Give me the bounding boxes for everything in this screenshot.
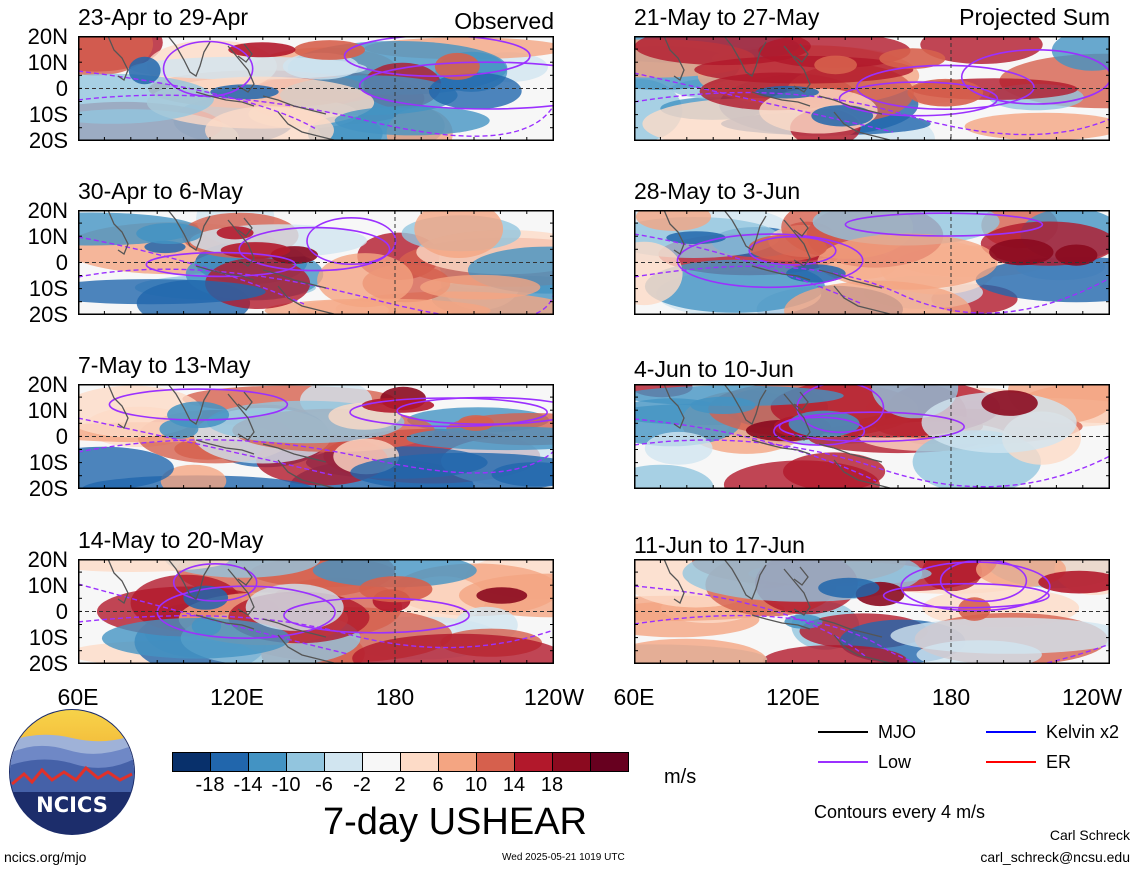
lat-label: 10N xyxy=(27,50,68,75)
lat-label: 10N xyxy=(27,398,68,423)
colorbar-swatch xyxy=(172,752,211,772)
lon-label: 120E xyxy=(766,684,820,710)
colorbar-tick-label: -14 xyxy=(233,774,263,796)
lat-label: 20S xyxy=(28,302,68,327)
colorbar-tick-label: 10 xyxy=(464,774,488,796)
projected-header: Projected Sum xyxy=(959,4,1110,30)
panel-title-4: 14-May to 20-May xyxy=(78,527,264,553)
lon-label: 60E xyxy=(613,684,655,710)
lat-label: 0 xyxy=(55,250,68,275)
lon-label: 120W xyxy=(1062,684,1123,710)
legend-kelvin-label: Kelvin x2 xyxy=(1046,722,1120,742)
map-panel-8 xyxy=(634,559,1110,664)
colorbar-swatch xyxy=(324,752,363,772)
lon-label: 180 xyxy=(931,684,971,710)
colorbar-tick-label: -6 xyxy=(315,774,333,796)
lat-label: 20N xyxy=(27,547,68,572)
colorbar-swatch xyxy=(400,752,439,772)
lat-label: 20S xyxy=(28,128,68,153)
colorbar-tick-label: -2 xyxy=(353,774,371,796)
colorbar-swatch xyxy=(210,752,249,772)
lat-label: 10S xyxy=(28,625,68,650)
colorbar-tick-label: 6 xyxy=(432,774,444,796)
lat-label: 0 xyxy=(55,76,68,101)
lat-label: 10S xyxy=(28,102,68,127)
panel-title-7: 4-Jun to 10-Jun xyxy=(634,356,794,382)
lon-label: 120W xyxy=(523,684,585,710)
map-panel-1 xyxy=(78,36,554,141)
panel-title-8: 11-Jun to 17-Jun xyxy=(634,532,805,558)
colorbar-unit: m/s xyxy=(664,766,697,788)
lon-label: 120E xyxy=(210,684,264,710)
lat-label: 20N xyxy=(27,372,68,397)
lat-label: 20N xyxy=(27,198,68,223)
colorbar-swatch xyxy=(552,752,591,772)
panel-title-1: 23-Apr to 29-Apr xyxy=(78,4,249,30)
map-panel-4 xyxy=(78,559,554,664)
lon-label: 60E xyxy=(57,684,99,710)
lat-label: 0 xyxy=(55,424,68,449)
panel-title-5: 21-May to 27-May xyxy=(634,4,820,30)
colorbar-swatch xyxy=(590,752,629,772)
ncics-logo: NCICS xyxy=(9,709,135,835)
contour-note: Contours every 4 m/s xyxy=(814,802,986,822)
colorbar-swatch xyxy=(514,752,553,772)
colorbar-tick-label: 14 xyxy=(502,774,526,796)
lon-label: 180 xyxy=(375,684,415,710)
legend-mjo-label: MJO xyxy=(878,722,916,742)
lat-label: 10S xyxy=(28,450,68,475)
legend-low-line xyxy=(818,761,868,763)
footer-email[interactable]: carl_schreck@ncsu.edu xyxy=(980,849,1130,865)
colorbar-tick-label: -18 xyxy=(195,774,225,796)
legend-er-label: ER xyxy=(1046,752,1072,772)
colorbar-swatch xyxy=(438,752,477,772)
lat-label: 10S xyxy=(28,276,68,301)
observed-header: Observed xyxy=(454,8,554,34)
legend-er-line xyxy=(986,761,1036,763)
legend-mjo-line xyxy=(818,731,868,733)
map-panel-5 xyxy=(634,36,1110,141)
colorbar-swatch xyxy=(286,752,325,772)
footer-timestamp: Wed 2025-05-21 1019 UTC xyxy=(502,852,625,863)
logo-text: NCICS xyxy=(36,793,108,817)
colorbar-tick-label: 18 xyxy=(540,774,564,796)
main-title: 7-day USHEAR xyxy=(323,801,587,843)
colorbar-tick-label: -10 xyxy=(271,774,301,796)
legend-kelvin-line xyxy=(986,731,1036,733)
lat-label: 10N xyxy=(27,224,68,249)
panel-title-3: 7-May to 13-May xyxy=(78,352,251,378)
colorbar-swatch xyxy=(362,752,401,772)
legend-low-label: Low xyxy=(878,752,912,772)
colorbar-swatch xyxy=(248,752,287,772)
footer-author: Carl Schreck xyxy=(1049,827,1130,843)
map-panel-7 xyxy=(634,384,1110,489)
lat-label: 10N xyxy=(27,573,68,598)
lat-label: 20S xyxy=(28,476,68,501)
footer-url[interactable]: ncics.org/mjo xyxy=(4,849,87,865)
map-panel-6 xyxy=(634,210,1110,315)
colorbar-tick-label: 2 xyxy=(394,774,406,796)
lat-label: 20S xyxy=(28,651,68,676)
lat-label: 20N xyxy=(27,24,68,49)
map-panel-3 xyxy=(78,384,554,489)
lat-label: 0 xyxy=(55,599,68,624)
panel-title-2: 30-Apr to 6-May xyxy=(78,178,243,204)
map-panel-2 xyxy=(78,210,554,315)
colorbar-swatch xyxy=(476,752,515,772)
panel-title-6: 28-May to 3-Jun xyxy=(634,178,801,204)
